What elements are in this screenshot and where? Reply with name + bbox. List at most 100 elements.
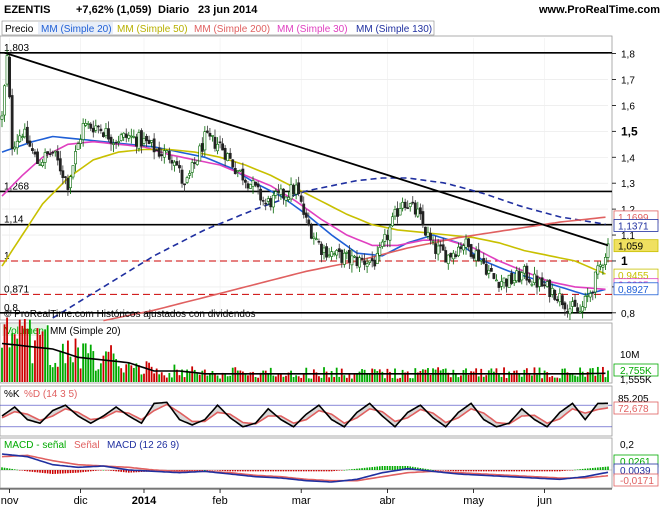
volume-bar bbox=[56, 366, 59, 382]
legend-ma200[interactable]: MM (Simple 200) bbox=[194, 24, 270, 35]
legend-ma30[interactable]: MM (Simple 30) bbox=[277, 24, 348, 35]
stoch-legend-d[interactable]: %D (14 3 5) bbox=[24, 389, 77, 400]
candle-body bbox=[424, 226, 427, 236]
candle-body bbox=[134, 136, 138, 147]
candle-body bbox=[408, 203, 412, 207]
x-tick-label: jun bbox=[536, 495, 552, 507]
macd-histogram-bar bbox=[384, 466, 386, 470]
volume-bar bbox=[132, 367, 135, 382]
x-tick-label: dic bbox=[74, 495, 89, 507]
macd-histogram-bar bbox=[386, 466, 389, 470]
volume-bar bbox=[224, 373, 227, 382]
candle-body bbox=[183, 183, 186, 186]
macd-histogram-bar bbox=[318, 470, 320, 472]
x-tick-label: mar bbox=[292, 495, 311, 507]
volume-bar bbox=[594, 375, 597, 382]
volume-bar bbox=[140, 374, 143, 382]
macd-histogram-bar bbox=[277, 470, 280, 472]
volume-bar bbox=[36, 328, 39, 382]
volume-bar bbox=[340, 368, 343, 382]
volume-bar bbox=[105, 351, 107, 382]
macd-legend-macd[interactable]: MACD (12 26 9) bbox=[107, 440, 179, 451]
volume-bar bbox=[602, 366, 604, 382]
macd-histogram-bar bbox=[569, 470, 571, 471]
candle-body bbox=[431, 240, 435, 243]
candle-body bbox=[46, 151, 50, 155]
macd-histogram-bar bbox=[389, 466, 391, 470]
macd-histogram-bar bbox=[31, 470, 34, 472]
volume-bar bbox=[285, 375, 287, 382]
candle-body bbox=[553, 289, 557, 300]
candle-body bbox=[517, 270, 521, 283]
volume-bar bbox=[44, 329, 47, 382]
macd-histogram-bar bbox=[234, 470, 237, 472]
macd-histogram-bar bbox=[373, 466, 376, 470]
macd-histogram-bar bbox=[259, 470, 262, 472]
candle-body bbox=[426, 231, 430, 237]
volume-bar bbox=[188, 372, 191, 382]
macd-histogram-bar bbox=[348, 469, 351, 470]
price-ytick-label: 1,4 bbox=[621, 153, 635, 164]
volume-legend-ma[interactable]: MM (Simple 20) bbox=[50, 326, 121, 337]
volume-label-box bbox=[613, 363, 659, 377]
volume-bar bbox=[571, 372, 574, 382]
volume-bar bbox=[155, 368, 158, 382]
macd-histogram-bar bbox=[295, 470, 297, 472]
macd-histogram-bar bbox=[394, 466, 396, 470]
legend-ma50[interactable]: MM (Simple 50) bbox=[117, 24, 188, 35]
candle-body bbox=[520, 272, 524, 281]
candle-body bbox=[479, 259, 483, 262]
macd-histogram-bar bbox=[368, 467, 371, 470]
candle-body bbox=[13, 146, 17, 150]
macd-legend-signal[interactable]: MACD - señal bbox=[4, 440, 66, 451]
candle-body bbox=[114, 141, 118, 144]
volume-bar bbox=[505, 378, 508, 382]
macd-histogram-bar bbox=[358, 468, 361, 470]
macd-histogram-bar bbox=[439, 470, 442, 471]
volume-bar bbox=[518, 373, 521, 382]
volume-bar bbox=[241, 371, 244, 382]
volume-bar bbox=[599, 374, 602, 382]
volume-bar bbox=[163, 375, 166, 382]
volume-bar bbox=[290, 370, 292, 382]
volume-bar bbox=[280, 373, 282, 382]
volume-bar bbox=[198, 374, 201, 382]
volume-bar bbox=[1, 347, 3, 382]
volume-bar bbox=[74, 338, 77, 382]
macd-histogram-bar bbox=[239, 470, 242, 472]
legend-ma20[interactable]: MM (Simple 20) bbox=[41, 24, 112, 35]
candle-body bbox=[446, 254, 450, 264]
candle-body bbox=[3, 85, 6, 116]
candle-body bbox=[160, 154, 164, 156]
macd-histogram-bar bbox=[551, 470, 554, 472]
volume-bar bbox=[72, 362, 74, 382]
candle-body bbox=[375, 253, 379, 264]
stoch-legend-k[interactable]: %K bbox=[4, 389, 20, 400]
candle-body bbox=[256, 183, 260, 188]
macd-histogram-bar bbox=[353, 468, 356, 470]
volume-bar bbox=[490, 368, 493, 382]
volume-bar bbox=[39, 334, 41, 382]
candle-body bbox=[472, 254, 476, 259]
macd-legend-senal[interactable]: Señal bbox=[74, 440, 100, 451]
volume-bar bbox=[449, 377, 452, 382]
candle-body bbox=[79, 139, 83, 144]
legend-ma130[interactable]: MM (Simple 130) bbox=[356, 24, 432, 35]
candle-body bbox=[396, 208, 399, 217]
macd-histogram-bar bbox=[482, 470, 485, 472]
macd-histogram-bar bbox=[186, 470, 188, 471]
macd-histogram-bar bbox=[105, 470, 107, 471]
candle-body bbox=[213, 136, 217, 149]
candle-body bbox=[454, 254, 458, 257]
candle-body bbox=[525, 265, 529, 281]
volume-bar bbox=[558, 378, 561, 382]
macd-histogram-bar bbox=[559, 470, 561, 472]
trendline-line bbox=[4, 51, 609, 247]
candle-body bbox=[360, 257, 364, 260]
macd-panel bbox=[0, 437, 613, 489]
period-label: Diario bbox=[158, 4, 189, 16]
macd-histogram-bar bbox=[247, 470, 249, 472]
candle-body bbox=[15, 140, 19, 149]
candle-body bbox=[309, 225, 313, 239]
candle-body bbox=[249, 184, 252, 189]
